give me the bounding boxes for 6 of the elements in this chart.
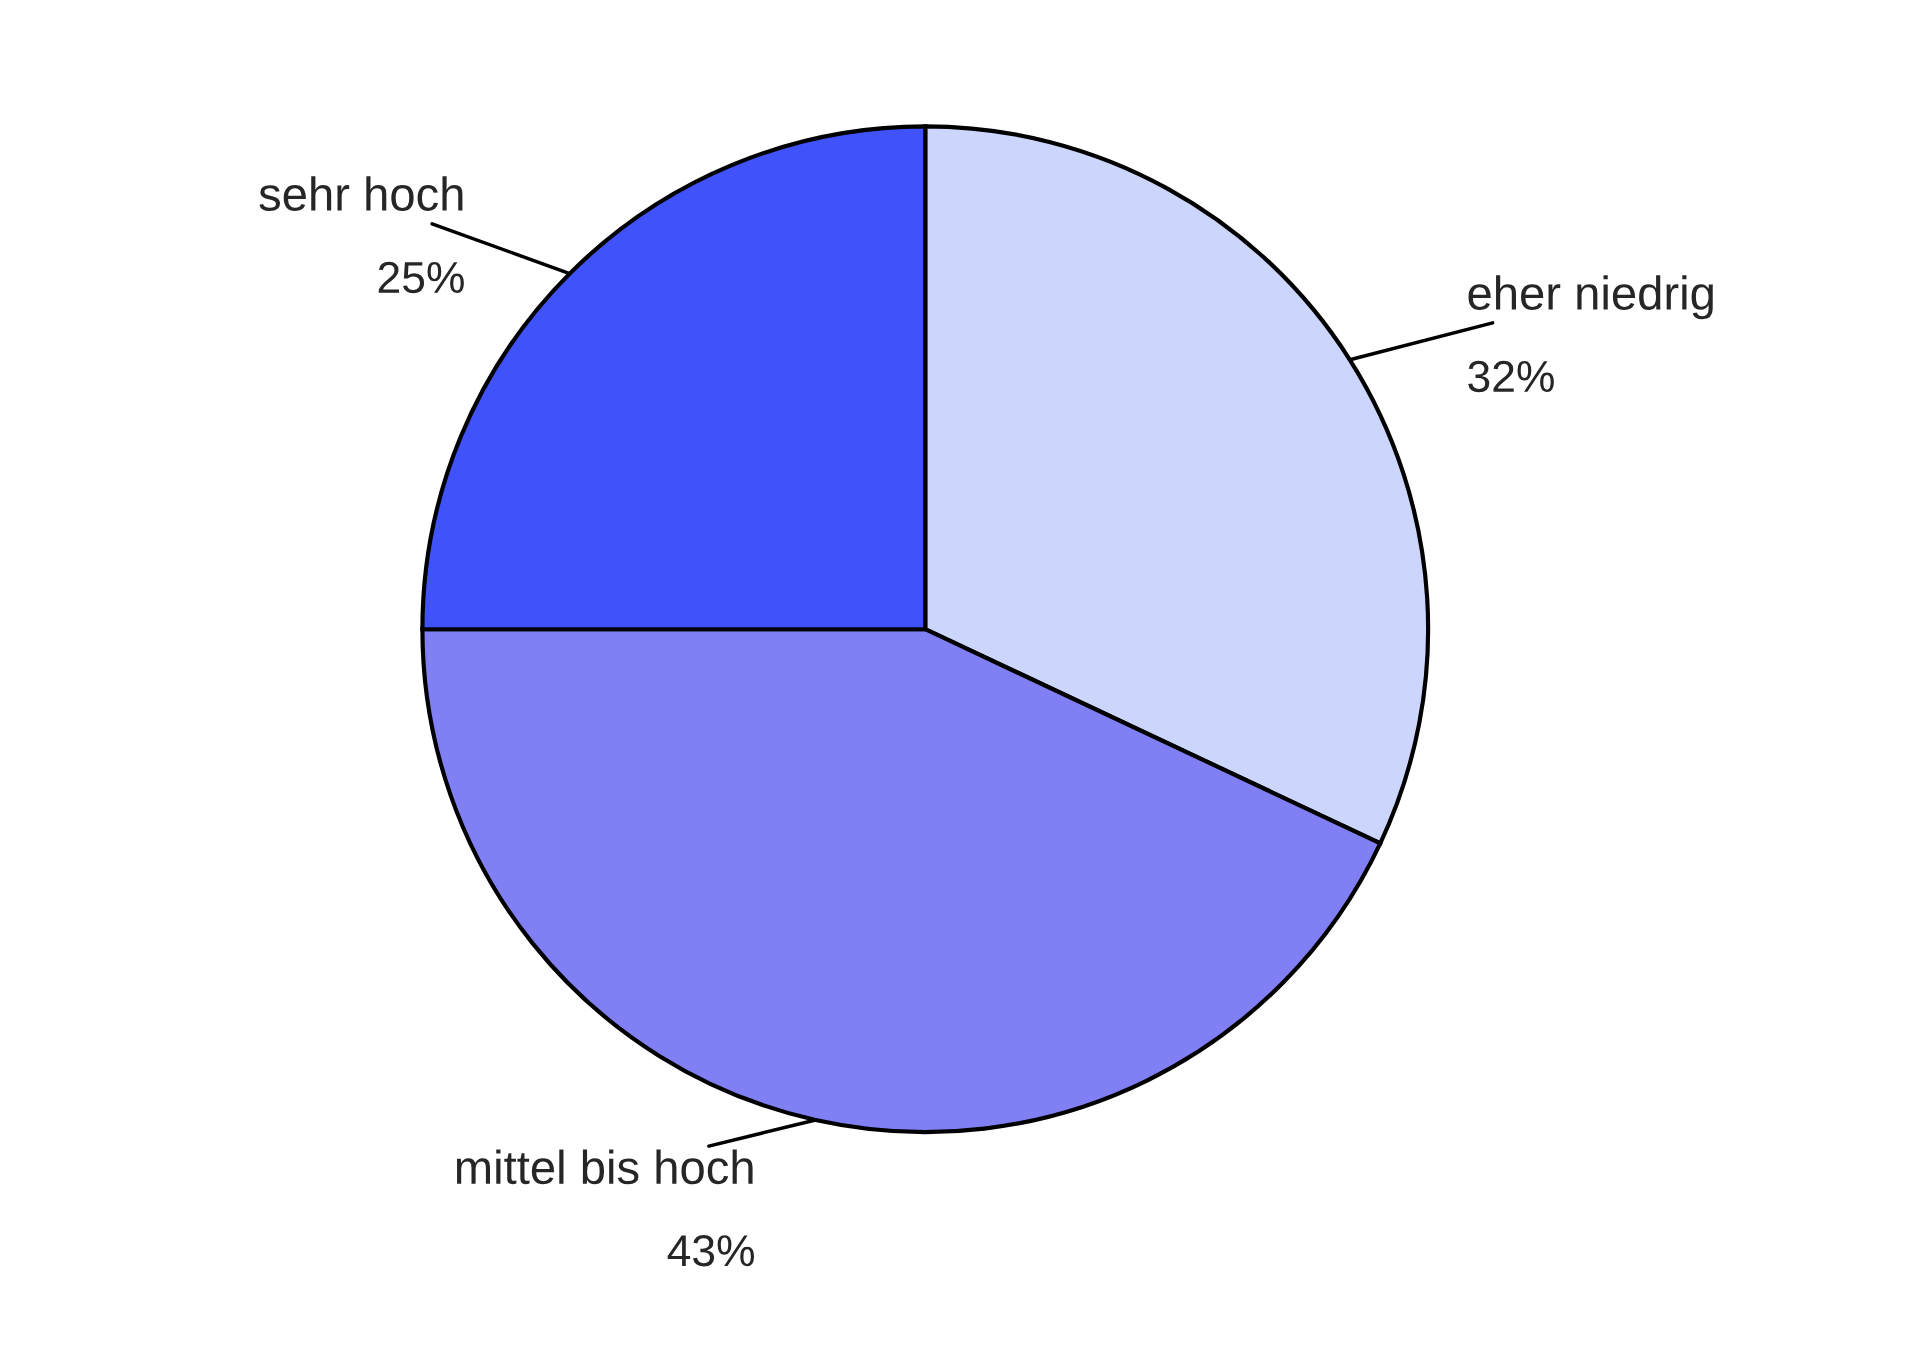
slice-label: mittel bis hoch — [456, 1149, 753, 1185]
slice-label: sehr hoch — [259, 176, 463, 211]
data-label: 25% — [378, 261, 464, 294]
data-label: 32% — [1468, 360, 1554, 393]
data-label: 43% — [667, 1234, 755, 1267]
slice-label: eher niedrig — [1468, 275, 1713, 320]
